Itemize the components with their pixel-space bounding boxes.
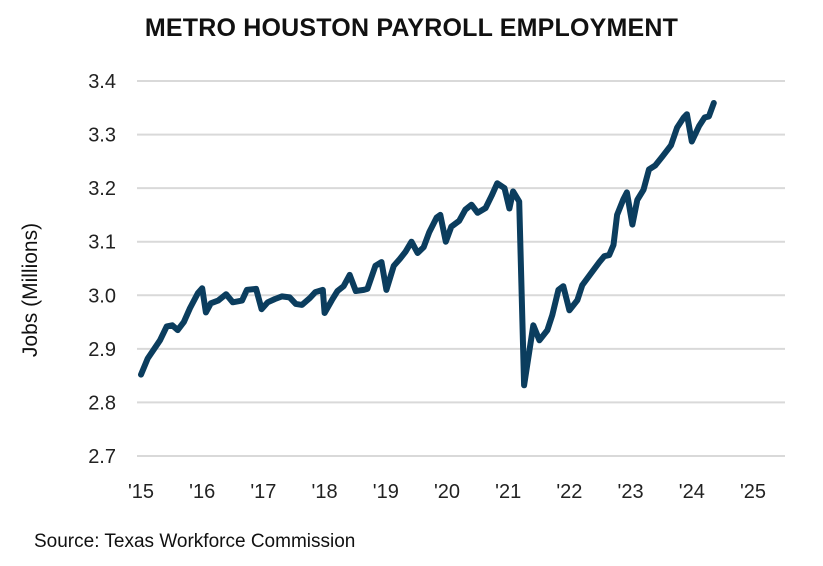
source-note: Source: Texas Workforce Commission bbox=[34, 531, 356, 552]
x-tick-label: '19 bbox=[373, 481, 399, 503]
y-tick-label: 3.1 bbox=[88, 232, 116, 254]
x-tick-label: '15 bbox=[128, 481, 154, 503]
y-tick-label: 3.0 bbox=[88, 285, 116, 307]
series-line bbox=[138, 100, 717, 389]
x-tick-label: '21 bbox=[495, 481, 521, 503]
x-tick-label: '25 bbox=[740, 481, 766, 503]
y-tick-label: 3.3 bbox=[88, 125, 116, 147]
x-tick-label: '22 bbox=[556, 481, 582, 503]
x-tick-label: '20 bbox=[434, 481, 460, 503]
x-tick-label: '18 bbox=[312, 481, 338, 503]
y-tick-label: 2.9 bbox=[88, 339, 116, 361]
chart-title: METRO HOUSTON PAYROLL EMPLOYMENT bbox=[144, 14, 679, 42]
y-tick-label: 2.7 bbox=[88, 446, 116, 468]
y-tick-label: 3.4 bbox=[88, 71, 116, 93]
y-tick-label: 3.2 bbox=[88, 178, 116, 200]
x-tick-label: '17 bbox=[250, 481, 276, 503]
x-tick-label: '24 bbox=[679, 481, 705, 503]
x-tick-label: '23 bbox=[618, 481, 644, 503]
x-tick-label: '16 bbox=[189, 481, 215, 503]
y-tick-label: 2.8 bbox=[88, 392, 116, 414]
